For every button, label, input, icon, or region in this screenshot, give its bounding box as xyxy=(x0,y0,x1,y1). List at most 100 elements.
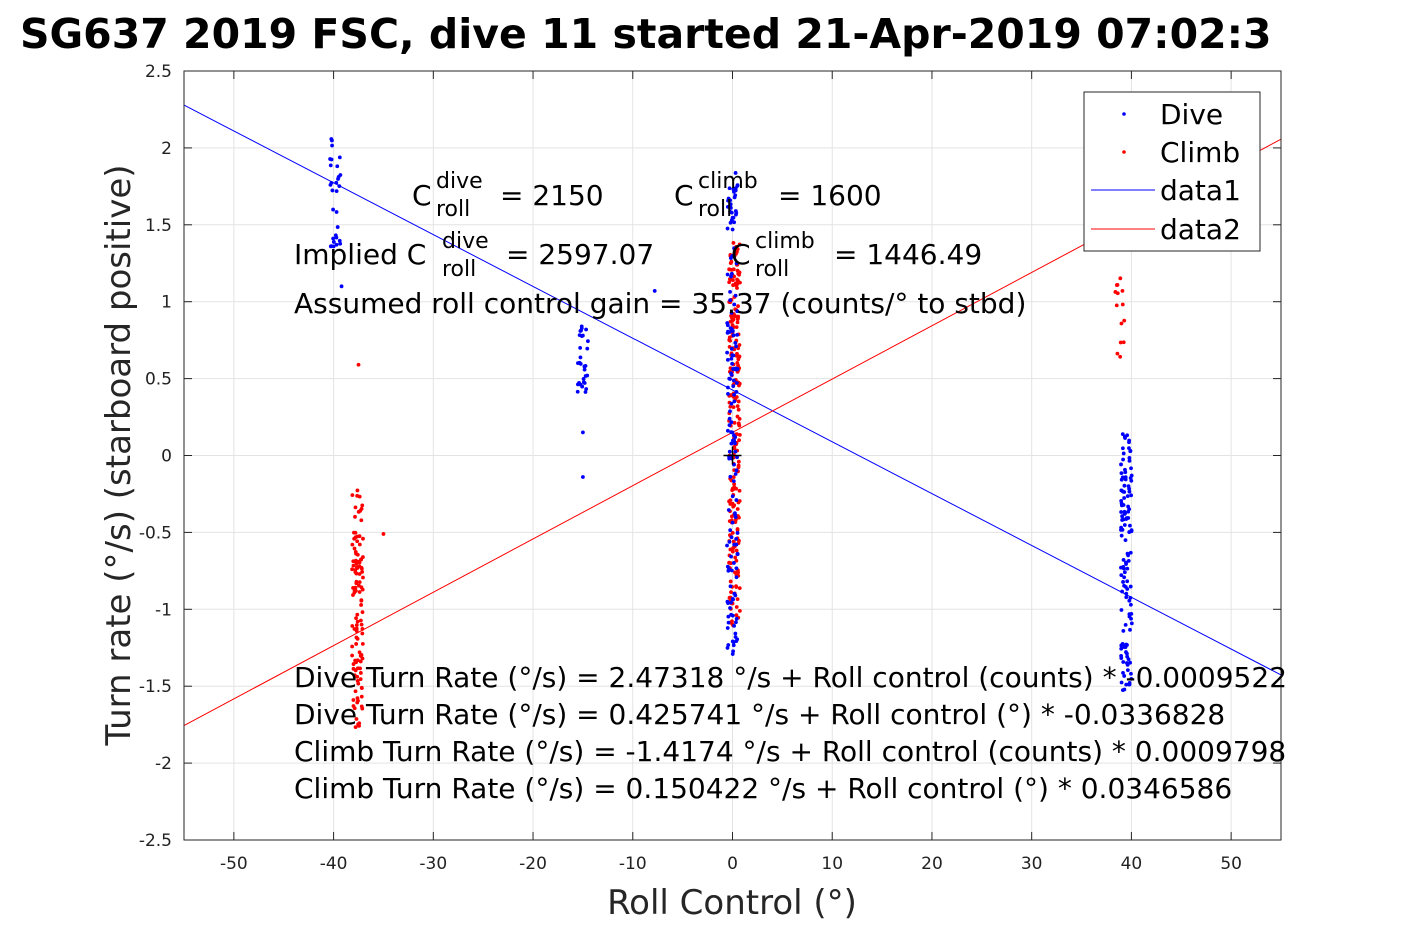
x-tick-label: -40 xyxy=(320,854,348,874)
climb-point xyxy=(736,399,741,404)
dive-point xyxy=(1121,580,1125,584)
dive-point xyxy=(337,184,342,189)
climb-point xyxy=(357,494,362,499)
climb-point xyxy=(728,579,733,584)
climb-point xyxy=(360,656,365,661)
climb-point xyxy=(359,566,364,571)
climb-point xyxy=(735,507,740,511)
dive-point xyxy=(1125,433,1130,438)
dive-point xyxy=(581,376,586,381)
dive-point xyxy=(1127,486,1132,491)
dive-point xyxy=(1121,566,1126,571)
climb-point xyxy=(357,583,361,588)
dive-point xyxy=(733,631,738,636)
climb-point xyxy=(381,532,386,536)
dive-point xyxy=(726,385,730,390)
dive-point xyxy=(1122,523,1127,527)
climb-point xyxy=(1115,291,1120,296)
dive-point xyxy=(735,183,740,188)
dive-point xyxy=(1126,559,1131,563)
dive-point xyxy=(580,384,585,389)
climb-point xyxy=(1119,321,1124,326)
dive-point xyxy=(581,475,585,479)
climb-point xyxy=(737,416,742,421)
dive-point xyxy=(730,652,735,656)
dive-point xyxy=(733,441,737,446)
dive-point xyxy=(726,391,730,396)
dive-point xyxy=(575,389,580,394)
dive-point xyxy=(652,289,657,293)
climb-point xyxy=(1115,351,1120,356)
climb-point xyxy=(357,721,362,726)
climb-point xyxy=(357,534,362,539)
dive-point xyxy=(330,188,335,193)
climb-point xyxy=(731,317,736,322)
dive-point xyxy=(585,346,590,351)
dive-point xyxy=(1121,629,1126,633)
dive-point xyxy=(730,613,735,618)
climb-point xyxy=(1121,340,1126,345)
dive-point xyxy=(730,353,735,358)
climb-point xyxy=(730,619,734,624)
dive-point xyxy=(728,198,733,203)
climb-point xyxy=(360,610,365,615)
dive-point xyxy=(733,340,738,345)
climb-point xyxy=(354,558,358,563)
x-tick-label: -10 xyxy=(619,854,647,874)
climb-point xyxy=(353,514,357,519)
climb-point xyxy=(353,505,358,510)
climb-point xyxy=(730,530,735,535)
dive-point xyxy=(734,566,739,571)
dive-point xyxy=(1119,656,1124,661)
dive-point xyxy=(734,390,739,394)
climb-point xyxy=(730,549,735,554)
dive-point xyxy=(730,329,735,333)
climb-point xyxy=(729,313,733,318)
dive-fit-line xyxy=(184,104,1281,676)
c-roll-dive-value: = 2150 xyxy=(500,179,604,212)
climb-point xyxy=(350,624,355,628)
climb-point xyxy=(353,585,358,590)
legend-climb-marker xyxy=(1122,150,1126,154)
dive-point xyxy=(725,626,730,630)
climb-point xyxy=(730,501,735,506)
dive-point xyxy=(1129,529,1134,534)
implied-c-roll-climb-annotation: C climb roll = 1446.49 xyxy=(731,229,982,282)
climb-point xyxy=(729,268,734,272)
climb-point xyxy=(735,277,739,282)
climb-point xyxy=(351,698,356,702)
dive-point xyxy=(1126,657,1131,662)
climb-point xyxy=(734,250,739,254)
dive-point xyxy=(733,171,738,175)
climb-point xyxy=(737,515,741,520)
x-tick-label: 0 xyxy=(727,854,738,874)
dive-point xyxy=(328,163,333,168)
climb-point xyxy=(737,586,742,591)
climb-point xyxy=(360,570,365,574)
dive-point xyxy=(1125,579,1130,584)
climb-point xyxy=(736,421,741,426)
chart-title: SG637 2019 FSC, dive 11 started 21-Apr-2… xyxy=(20,10,1272,58)
climb-point xyxy=(351,563,356,568)
climb-point xyxy=(359,694,364,699)
dive-point xyxy=(729,420,734,425)
climb-point xyxy=(351,593,355,597)
dive-point xyxy=(734,498,739,502)
dive-point xyxy=(1126,516,1131,520)
climb-point xyxy=(359,603,364,607)
dive-point xyxy=(1128,602,1133,607)
dive-point xyxy=(1128,449,1133,454)
legend-climb-label: Climb xyxy=(1160,136,1240,169)
dive-point xyxy=(1122,575,1127,580)
dive-point xyxy=(735,637,740,642)
dive-point xyxy=(338,241,343,246)
climb-point xyxy=(355,552,360,557)
implied-dive-sub: roll xyxy=(442,257,476,282)
climb-point xyxy=(354,627,359,632)
climb-point xyxy=(353,725,358,730)
dive-point xyxy=(729,600,733,605)
dive-point xyxy=(734,381,739,385)
dive-point xyxy=(331,236,336,241)
x-tick-label: -50 xyxy=(220,854,248,874)
dive-point xyxy=(734,261,739,266)
